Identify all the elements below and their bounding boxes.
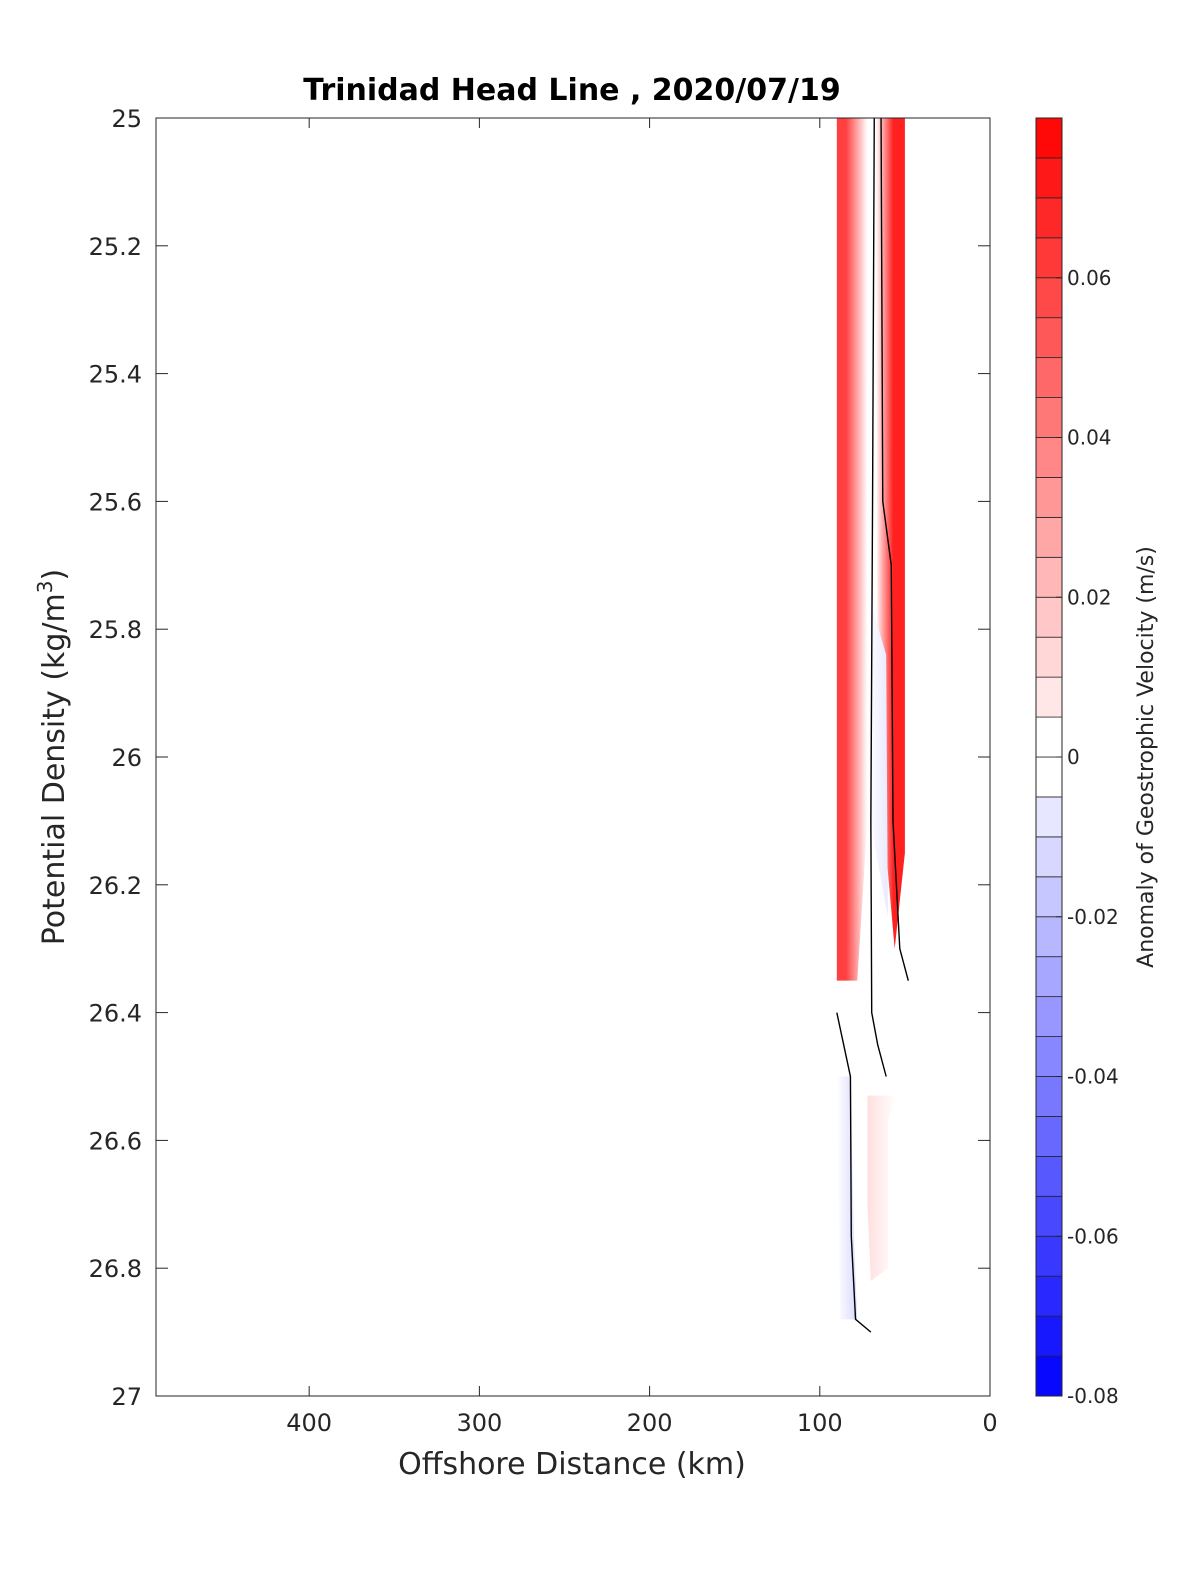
colorbar-level: [1035, 676, 1063, 718]
x-axis: 400 300 200 100 0: [286, 118, 998, 1437]
zero-contour-1: [870, 117, 887, 1077]
x-tick-label: 0: [982, 1409, 997, 1437]
colorbar-level: [1035, 916, 1063, 958]
colorbar-tick-label: -0.02: [1067, 905, 1119, 929]
filled-contour-regions: [836, 118, 905, 1320]
colorbar-level: [1035, 596, 1063, 638]
colorbar-level: [1035, 836, 1063, 878]
center-negative-patch: [867, 597, 888, 917]
y-tick-label: 26.8: [89, 1255, 142, 1283]
colorbar-level: [1035, 397, 1063, 438]
colorbar-level: [1035, 636, 1063, 678]
colorbar-tick-label: 0.06: [1067, 266, 1112, 290]
colorbar-level: [1035, 437, 1063, 478]
colorbar-level: [1035, 157, 1063, 199]
colorbar-level: [1035, 1315, 1063, 1357]
y-tick-label: 26.2: [89, 872, 142, 900]
zero-contour-2: [880, 117, 909, 981]
colorbar-tick-label: -0.04: [1067, 1065, 1119, 1089]
x-tick-label: 400: [286, 1409, 332, 1437]
colorbar-level: [1035, 996, 1063, 1037]
y-axis-label: Potential Density (kg/m3): [33, 569, 72, 945]
colorbar-tick-label: -0.06: [1067, 1224, 1119, 1248]
colorbar-level: [1035, 956, 1063, 998]
zero-contour-3: [836, 1012, 872, 1333]
colorbar-level: [1035, 1076, 1063, 1117]
colorbar-level: [1035, 1036, 1063, 1077]
x-tick-label: 300: [456, 1409, 502, 1437]
west-positive-band: [836, 118, 868, 981]
colorbar-level: [1035, 1275, 1063, 1317]
colorbar-level: [1035, 556, 1063, 598]
colorbar-level: [1035, 317, 1063, 359]
x-axis-label: Offshore Distance (km): [398, 1447, 746, 1482]
colorbar-level: [1035, 237, 1063, 279]
colorbar-level: [1035, 357, 1063, 398]
colorbar-level: [1035, 1116, 1063, 1157]
colorbar-level: [1035, 1155, 1063, 1197]
colorbar-level: [1035, 516, 1063, 558]
colorbar-level: [1035, 277, 1063, 319]
colorbar-level: [1035, 117, 1063, 159]
colorbar-level: [1035, 756, 1063, 798]
y-tick-label: 25.6: [89, 488, 142, 516]
colorbar-tick-label: 0.02: [1067, 585, 1112, 609]
y-tick-label: 26.4: [89, 1000, 142, 1028]
plot-area: 400 300 200 100 0 25 25.2 25.4 25.6 25.8 26 26.2 26…: [89, 105, 998, 1437]
y-tick-label: 25: [111, 105, 142, 133]
colorbar-level: [1035, 197, 1063, 239]
deep-positive-patch: [867, 1095, 897, 1281]
colorbar-level: [1035, 477, 1063, 518]
y-axis: 25 25.2 25.4 25.6 25.8 26 26.2 26.4 26.6 26.8 27: [89, 105, 990, 1411]
colorbar-level: [1035, 1235, 1063, 1277]
chart-title: Trinidad Head Line , 2020/07/19: [303, 73, 840, 108]
colorbar-level: [1035, 876, 1063, 918]
colorbar-tick-label: -0.08: [1067, 1384, 1119, 1408]
y-tick-label: 25.8: [89, 616, 142, 644]
colorbar-level: [1035, 1195, 1063, 1237]
y-tick-label: 26.6: [89, 1127, 142, 1155]
colorbar: -0.08 -0.06 -0.04 -0.02 0 0.02 0.04 0.06: [1035, 117, 1119, 1408]
colorbar-tick-label: 0.04: [1067, 426, 1112, 450]
colorbar-tick-label: 0: [1067, 745, 1080, 769]
zero-contour-lines: [836, 117, 909, 1333]
colorbar-level: [1035, 1355, 1063, 1397]
y-tick-label: 26: [111, 744, 142, 772]
y-tick-label: 25.4: [89, 361, 142, 389]
x-tick-label: 200: [627, 1409, 673, 1437]
y-tick-label: 25.2: [89, 233, 142, 261]
colorbar-level: [1035, 796, 1063, 838]
colorbar-label: Anomaly of Geostrophic Velocity (m/s): [1134, 546, 1159, 968]
colorbar-level: [1035, 716, 1063, 758]
x-tick-label: 100: [797, 1409, 843, 1437]
y-tick-label: 27: [111, 1383, 142, 1411]
